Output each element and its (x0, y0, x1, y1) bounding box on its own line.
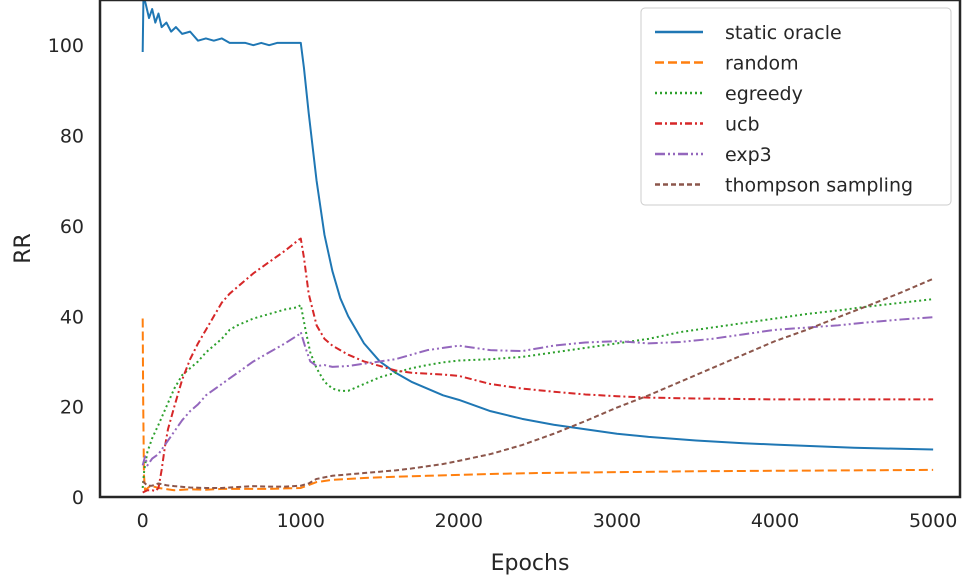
y-tick-label: 20 (60, 397, 84, 419)
series-line-ucb (142, 237, 934, 494)
series-line-egreedy (141, 298, 934, 489)
legend-label: thompson sampling (725, 175, 913, 197)
y-tick-label: 40 (60, 306, 84, 328)
x-tick-label: 3000 (593, 510, 641, 532)
axes: 0 1000 2000 3000 4000 5000 0 20 40 60 80 100 Epochs R… (11, 0, 962, 576)
series-line-thompson-sampling (141, 277, 934, 489)
x-tick-label: 1000 (277, 510, 325, 532)
legend-label: exp3 (725, 144, 772, 166)
plot-frame (98, 0, 962, 499)
legend-label: random (725, 53, 799, 75)
y-axis-label: RR (11, 233, 36, 264)
y-tick-label: 60 (60, 216, 84, 238)
y-tick-label: 100 (48, 35, 84, 57)
x-tick-label: 2000 (435, 510, 483, 532)
series-line-random (141, 318, 934, 492)
legend: static oracle random egreedy ucb exp3 thompso… (640, 7, 952, 206)
y-tick-label: 0 (72, 487, 84, 509)
y-tick-label: 80 (60, 126, 84, 148)
legend-label: static oracle (725, 22, 842, 44)
x-tick-label: 4000 (751, 510, 799, 532)
legend-box (640, 7, 952, 206)
legend-label: egreedy (725, 83, 803, 105)
x-tick-label: 0 (137, 510, 149, 532)
legend-label: ucb (725, 114, 760, 136)
x-axis-label: Epochs (491, 551, 570, 576)
series-line-exp3 (141, 316, 934, 467)
series-line-static-oracle (141, 0, 934, 451)
plot-area (141, 0, 934, 494)
x-tick-label: 5000 (909, 510, 957, 532)
